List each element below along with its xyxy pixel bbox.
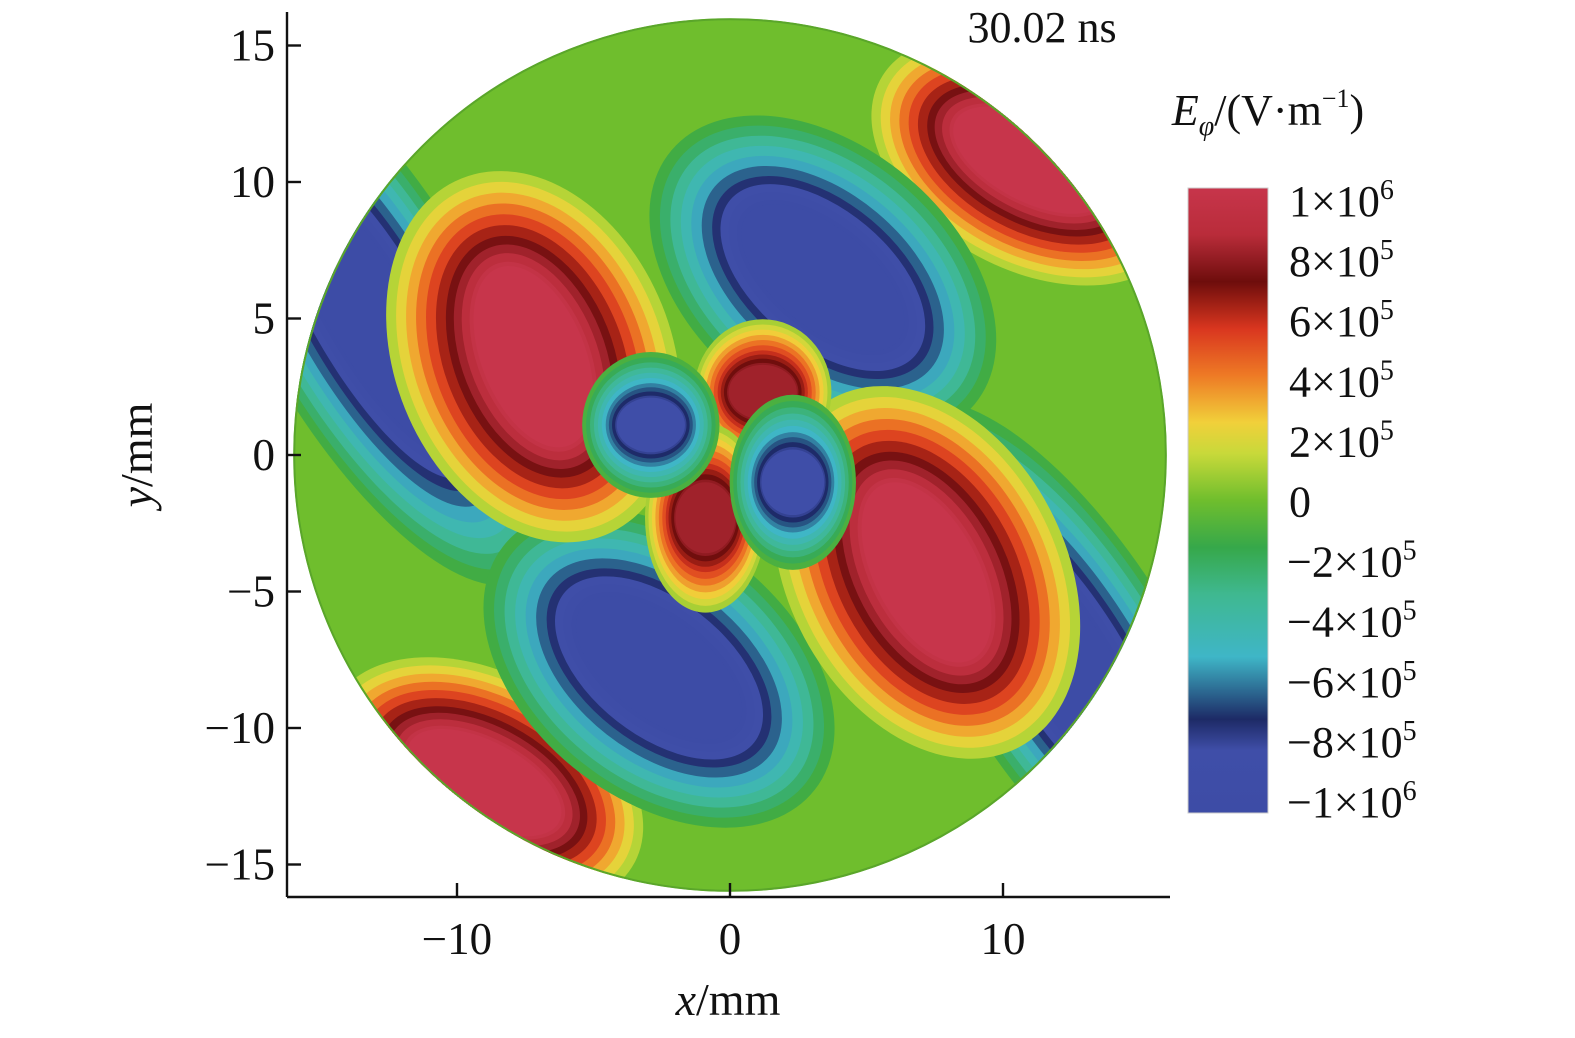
colorbar-tick-exp: 5 (1380, 295, 1394, 326)
field-contour (953, 106, 1108, 214)
colorbar-tick-base: −6×10 (1287, 658, 1403, 707)
field-contour (616, 397, 685, 453)
y-tick-label: 10 (230, 157, 275, 207)
colorbar-tick-label: 1×106 (1289, 175, 1394, 226)
colorbar-tick-exp: 6 (1380, 175, 1394, 206)
x-axis-unit: /mm (696, 974, 781, 1025)
field-contour (761, 449, 825, 516)
colorbar-tick-label: −2×105 (1287, 536, 1417, 587)
y-tick-label: −10 (205, 703, 275, 753)
field-lobe-negative (729, 394, 856, 570)
colorbar-tick-base: −1×10 (1287, 778, 1403, 827)
colorbar-tick-base: 0 (1289, 478, 1311, 527)
colorbar-tick-base: 6×10 (1289, 297, 1380, 346)
y-axis-var: y (111, 486, 162, 511)
field-lobe-positive (325, 657, 644, 892)
field-contour (575, 596, 743, 740)
colorbar: Eφ/(V·m−1)1×1068×1056×1054×1052×1050−2×1… (1171, 84, 1417, 827)
x-axis-var: x (675, 974, 697, 1025)
x-tick-label: −10 (422, 914, 492, 964)
colorbar-tick-label: 4×105 (1289, 355, 1394, 406)
colorbar-tick-label: −6×105 (1287, 656, 1417, 707)
field-map (293, 18, 1167, 892)
y-tick-label: −15 (205, 840, 275, 890)
y-axis-unit: /mm (111, 402, 162, 487)
x-tick-label: 0 (719, 914, 742, 964)
y-tick-label: 5 (253, 294, 276, 344)
colorbar-tick-base: 4×10 (1289, 357, 1380, 406)
colorbar-tick-label: −8×105 (1287, 716, 1417, 767)
x-tick-label: 10 (981, 914, 1026, 964)
colorbar-tick-base: −4×10 (1287, 598, 1403, 647)
colorbar-tick-label: 2×105 (1289, 415, 1394, 466)
colorbar-tick-exp: 5 (1380, 355, 1394, 386)
field-contour (741, 204, 905, 352)
time-label: 30.02 ns (967, 3, 1116, 52)
colorbar-tick-label: 0 (1289, 478, 1311, 527)
x-axis-title: x/mm (675, 974, 781, 1025)
colorbar-title-unit: /(V·m (1214, 86, 1322, 135)
field-contour (407, 728, 562, 837)
colorbar-tick-label: 8×105 (1289, 235, 1394, 286)
colorbar-tick-exp: 5 (1403, 536, 1417, 567)
colorbar-tick-label: 6×105 (1289, 295, 1394, 346)
y-axis-title: y/mm (111, 402, 162, 511)
colorbar-tick-exp: 6 (1403, 776, 1417, 807)
colorbar-title-sub: φ (1199, 111, 1215, 142)
field-contour (473, 266, 594, 448)
field-lobe-positive (772, 386, 1081, 759)
colorbar-tick-base: 8×10 (1289, 237, 1380, 286)
colorbar-title-var: E (1171, 86, 1199, 135)
axes: 15 10 5 0 −5 −10 −15 −10 0 10 (205, 12, 1170, 964)
colorbar-title-sup: −1 (1322, 84, 1350, 113)
colorbar-tick-exp: 5 (1403, 656, 1417, 687)
colorbar-tick-base: 2×10 (1289, 417, 1380, 466)
colorbar-tick-exp: 5 (1403, 716, 1417, 747)
colorbar-title-close: ) (1349, 86, 1364, 135)
y-tick-label: −5 (227, 567, 275, 617)
colorbar-tick-exp: 5 (1403, 596, 1417, 627)
field-contour (675, 482, 736, 554)
field-domain (293, 18, 1167, 892)
colorbar-tick-exp: 5 (1380, 235, 1394, 266)
colorbar-tick-base: −2×10 (1287, 538, 1403, 587)
colorbar-tick-base: 1×10 (1289, 177, 1380, 226)
colorbar-tick-label: −1×106 (1287, 776, 1417, 827)
colorbar-tick-label: −4×105 (1287, 596, 1417, 647)
colorbar-strip (1187, 187, 1269, 814)
colorbar-tick-base: −8×10 (1287, 718, 1403, 767)
field-contour (861, 482, 992, 663)
colorbar-tick-exp: 5 (1380, 415, 1394, 446)
y-tick-label: 15 (230, 21, 275, 71)
y-tick-label: 0 (253, 430, 276, 480)
colorbar-title: Eφ/(V·m−1) (1171, 84, 1364, 142)
field-lobe-negative (582, 352, 720, 498)
